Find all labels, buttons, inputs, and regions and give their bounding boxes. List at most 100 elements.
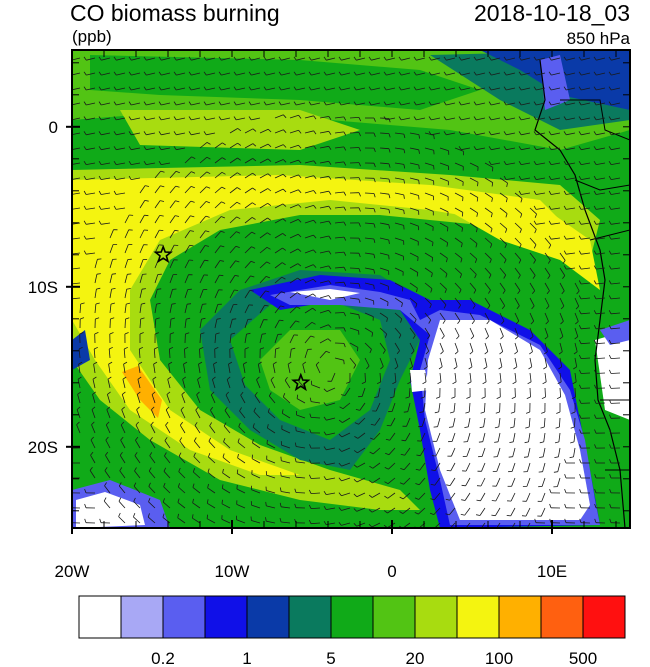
wind-barb bbox=[349, 282, 360, 285]
wind-barb bbox=[356, 492, 366, 498]
wind-barb bbox=[416, 87, 426, 91]
wind-barb bbox=[124, 318, 126, 329]
wind-barb bbox=[596, 72, 606, 76]
wind-barb bbox=[214, 245, 221, 254]
wind-barb bbox=[192, 502, 201, 509]
wind-barb bbox=[433, 507, 441, 515]
wind-barb-flag bbox=[609, 518, 612, 523]
wind-barb bbox=[484, 357, 488, 367]
wind-barb-flag bbox=[403, 179, 405, 184]
wind-barb bbox=[116, 72, 126, 76]
wind-barb-flag bbox=[113, 86, 117, 91]
wind-barb bbox=[514, 312, 520, 322]
wind-barb-flag bbox=[458, 131, 462, 136]
wind-barb bbox=[92, 394, 96, 404]
wind-barb bbox=[259, 217, 268, 224]
wind-barb bbox=[349, 117, 360, 119]
wind-barb-flag bbox=[313, 145, 317, 150]
wind-barb bbox=[424, 147, 434, 151]
wind-barb bbox=[259, 158, 269, 164]
wind-barb bbox=[105, 424, 111, 434]
wind-barb-flag bbox=[512, 381, 517, 385]
wind-barb bbox=[574, 342, 578, 352]
wind-barb-flag bbox=[261, 333, 267, 335]
wind-barb bbox=[296, 398, 306, 404]
wind-barb bbox=[206, 132, 216, 136]
colorbar-swatch bbox=[498, 595, 542, 639]
wind-barb-flag bbox=[366, 365, 370, 370]
wind-barb-flag bbox=[464, 426, 469, 428]
wind-barb-flag bbox=[609, 459, 612, 464]
wind-barb bbox=[208, 456, 216, 464]
wind-barb-flag bbox=[594, 474, 597, 479]
wind-barb bbox=[469, 297, 476, 306]
wind-barb-flag bbox=[258, 361, 262, 365]
wind-barb bbox=[214, 171, 223, 179]
wind-barb bbox=[137, 379, 141, 389]
wind-barb bbox=[131, 147, 141, 151]
wind-barb-flag bbox=[150, 421, 154, 426]
wind-barb bbox=[229, 334, 232, 344]
wind-barb bbox=[169, 274, 174, 284]
wind-barb bbox=[214, 230, 222, 239]
wind-barb-flag bbox=[502, 290, 506, 294]
wind-barb bbox=[581, 72, 591, 76]
wind-barb bbox=[544, 237, 552, 246]
wind-barb bbox=[536, 87, 546, 91]
wind-barb bbox=[446, 102, 456, 106]
wind-barb-flag bbox=[443, 101, 447, 106]
wind-barb bbox=[349, 342, 359, 348]
wind-barb-flag bbox=[575, 321, 579, 325]
wind-barb-flag bbox=[313, 130, 317, 135]
wind-barb bbox=[364, 297, 374, 302]
wind-barb-flag bbox=[313, 160, 317, 165]
wind-barb bbox=[404, 447, 411, 456]
wind-barb bbox=[229, 245, 237, 254]
wind-barb bbox=[89, 470, 96, 479]
wind-barb bbox=[566, 237, 576, 240]
wind-barb bbox=[536, 207, 546, 210]
wind-barb bbox=[461, 102, 471, 106]
wind-barb-flag bbox=[169, 346, 174, 350]
wind-barb-flag bbox=[69, 221, 71, 225]
wind-barb bbox=[521, 117, 531, 121]
wind-barb-flag bbox=[547, 275, 551, 280]
wind-barb-flag bbox=[563, 131, 567, 136]
wind-barb-flag bbox=[418, 180, 420, 185]
wind-barb bbox=[326, 87, 336, 91]
wind-barb-flag bbox=[154, 346, 159, 350]
wind-barb-flag bbox=[188, 131, 192, 136]
wind-barb bbox=[281, 491, 291, 494]
wind-barb-flag bbox=[467, 381, 472, 385]
wind-barb bbox=[93, 364, 96, 374]
wind-barb bbox=[106, 409, 111, 419]
wind-barb bbox=[496, 522, 501, 528]
wind-barb-flag bbox=[563, 56, 567, 61]
wind-barb-flag bbox=[69, 161, 71, 164]
wind-barb-flag bbox=[489, 259, 492, 264]
wind-barb-flag bbox=[608, 250, 612, 255]
wind-barb bbox=[449, 492, 456, 501]
wind-barb bbox=[387, 477, 396, 485]
wind-barb-flag bbox=[296, 394, 299, 399]
wind-barb bbox=[334, 266, 345, 269]
wind-barb-flag bbox=[315, 361, 320, 366]
wind-barb-flag bbox=[267, 143, 272, 148]
wind-barb bbox=[499, 267, 507, 276]
wind-barb-flag bbox=[403, 149, 406, 154]
wind-barb-flag bbox=[343, 297, 347, 302]
wind-barb bbox=[207, 487, 216, 494]
wind-barb-flag bbox=[265, 290, 270, 293]
wind-barb-flag bbox=[428, 116, 432, 121]
wind-barb-flag bbox=[191, 171, 196, 174]
wind-barb-flag bbox=[291, 347, 296, 350]
wind-barb bbox=[358, 417, 366, 425]
wind-barb-flag bbox=[309, 413, 312, 418]
wind-barb bbox=[536, 147, 546, 151]
wind-barb-flag bbox=[593, 235, 597, 240]
wind-barb-flag bbox=[328, 161, 332, 165]
wind-barb bbox=[92, 379, 96, 389]
wind-barb-flag bbox=[263, 71, 267, 76]
star-marker-north bbox=[153, 244, 173, 264]
wind-barb-flag bbox=[403, 194, 405, 199]
